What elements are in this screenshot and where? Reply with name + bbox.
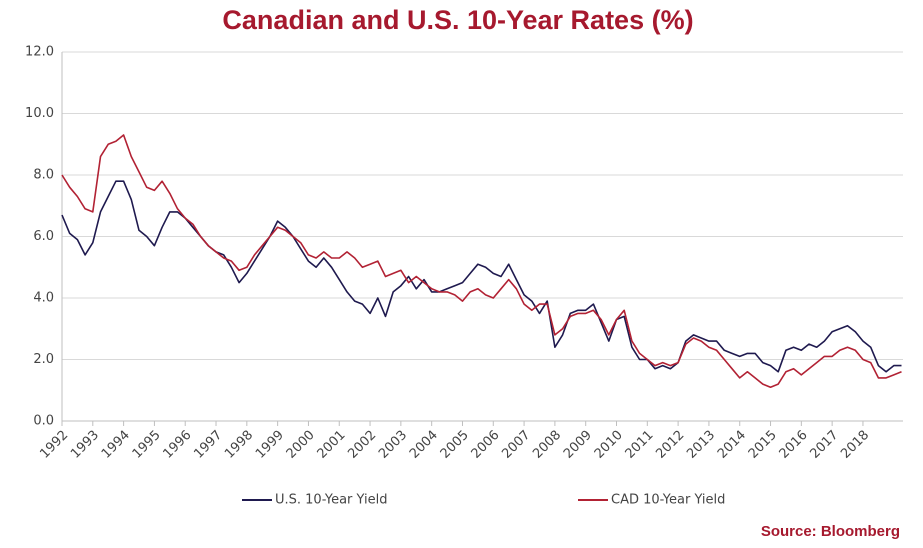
y-tick-label: 12.0: [25, 45, 54, 60]
x-tick-label: 2013: [684, 428, 718, 462]
x-tick-label: 2009: [561, 428, 595, 462]
x-tick-label: 1993: [68, 428, 102, 462]
x-tick-label: 2012: [653, 428, 687, 462]
source: Source: Bloomberg: [761, 523, 900, 540]
x-tick-label: 2017: [807, 428, 841, 462]
x-tick-label: 2003: [376, 428, 410, 462]
x-tick-label: 2002: [345, 428, 379, 462]
x-tick-label: 2010: [592, 428, 626, 462]
x-tick-label: 1998: [222, 428, 256, 462]
y-tick-label: 0.0: [33, 414, 54, 429]
x-tick-label: 1999: [253, 428, 287, 462]
x-tick-label: 2004: [407, 428, 441, 462]
y-tick-label: 6.0: [33, 229, 54, 244]
x-tick-label: 2008: [530, 428, 564, 462]
x-tick-label: 1994: [99, 428, 133, 462]
x-tick-label: 2011: [623, 428, 657, 462]
x-tick-label: 2000: [284, 428, 318, 462]
y-tick-label: 4.0: [33, 291, 54, 306]
y-tick-label: 10.0: [25, 106, 54, 121]
series-line: [61, 180, 902, 373]
x-tick-label: 2001: [315, 428, 349, 462]
y-tick-label: 2.0: [33, 352, 54, 367]
legend-label: CAD 10-Year Yield: [611, 493, 725, 508]
legend-label: U.S. 10-Year Yield: [275, 493, 387, 508]
x-tick-label: 2006: [469, 428, 503, 462]
x-tick-label: 2016: [777, 428, 811, 462]
x-tick-label: 2007: [499, 428, 533, 462]
series-line: [61, 134, 902, 388]
x-tick-label: 1996: [161, 428, 195, 462]
chart-title: Canadian and U.S. 10-Year Rates (%): [222, 5, 693, 35]
x-tick-label: 1995: [130, 428, 164, 462]
x-tick-label: 2015: [746, 428, 780, 462]
x-tick-label: 2014: [715, 428, 749, 462]
x-tick-label: 1997: [191, 428, 225, 462]
x-tick-label: 2005: [438, 428, 472, 462]
x-tick-label: 2018: [838, 428, 872, 462]
x-tick-label: 1992: [37, 428, 71, 462]
y-tick-label: 8.0: [33, 168, 54, 183]
